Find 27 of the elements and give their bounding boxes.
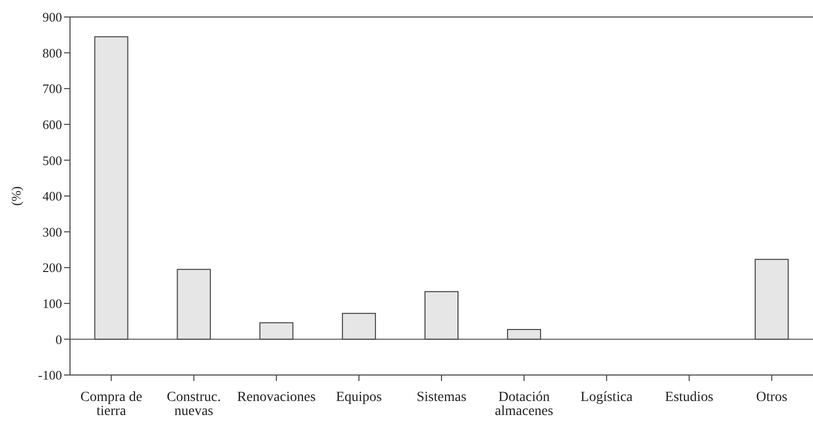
y-tick-label: 100 [42, 296, 62, 312]
y-tick-label: 700 [42, 81, 62, 96]
x-tick-label: Otros [756, 390, 788, 405]
bar [754, 258, 789, 340]
x-tick-label: Logística [580, 390, 634, 405]
x-tick-label: Dotación almacenes [494, 390, 554, 419]
bar [259, 322, 294, 340]
x-tick-label: Estudios [665, 390, 714, 405]
x-tick-label: Construc. nuevas [166, 390, 221, 419]
y-axis-title: (%) [8, 186, 24, 206]
y-tick-label: 300 [42, 224, 62, 240]
y-tick-label: 500 [42, 152, 62, 168]
x-tick-label: Compra de tierra [80, 390, 142, 419]
y-tick-label: 200 [42, 260, 62, 276]
y-tick-label: 600 [42, 117, 62, 132]
y-tick-label: 0 [56, 332, 62, 347]
y-tick-label: 400 [42, 188, 62, 204]
y-tick-label: -100 [38, 368, 62, 383]
bar [94, 36, 128, 340]
y-tick-label: 900 [42, 10, 62, 25]
bar [342, 312, 376, 340]
x-tick-label: Renovaciones [237, 390, 316, 405]
x-tick-label: Sistemas [416, 390, 466, 405]
bar [424, 291, 458, 340]
x-tick-label: Equipos [336, 390, 382, 405]
y-tick-label: 800 [42, 45, 62, 60]
bar [176, 268, 211, 340]
